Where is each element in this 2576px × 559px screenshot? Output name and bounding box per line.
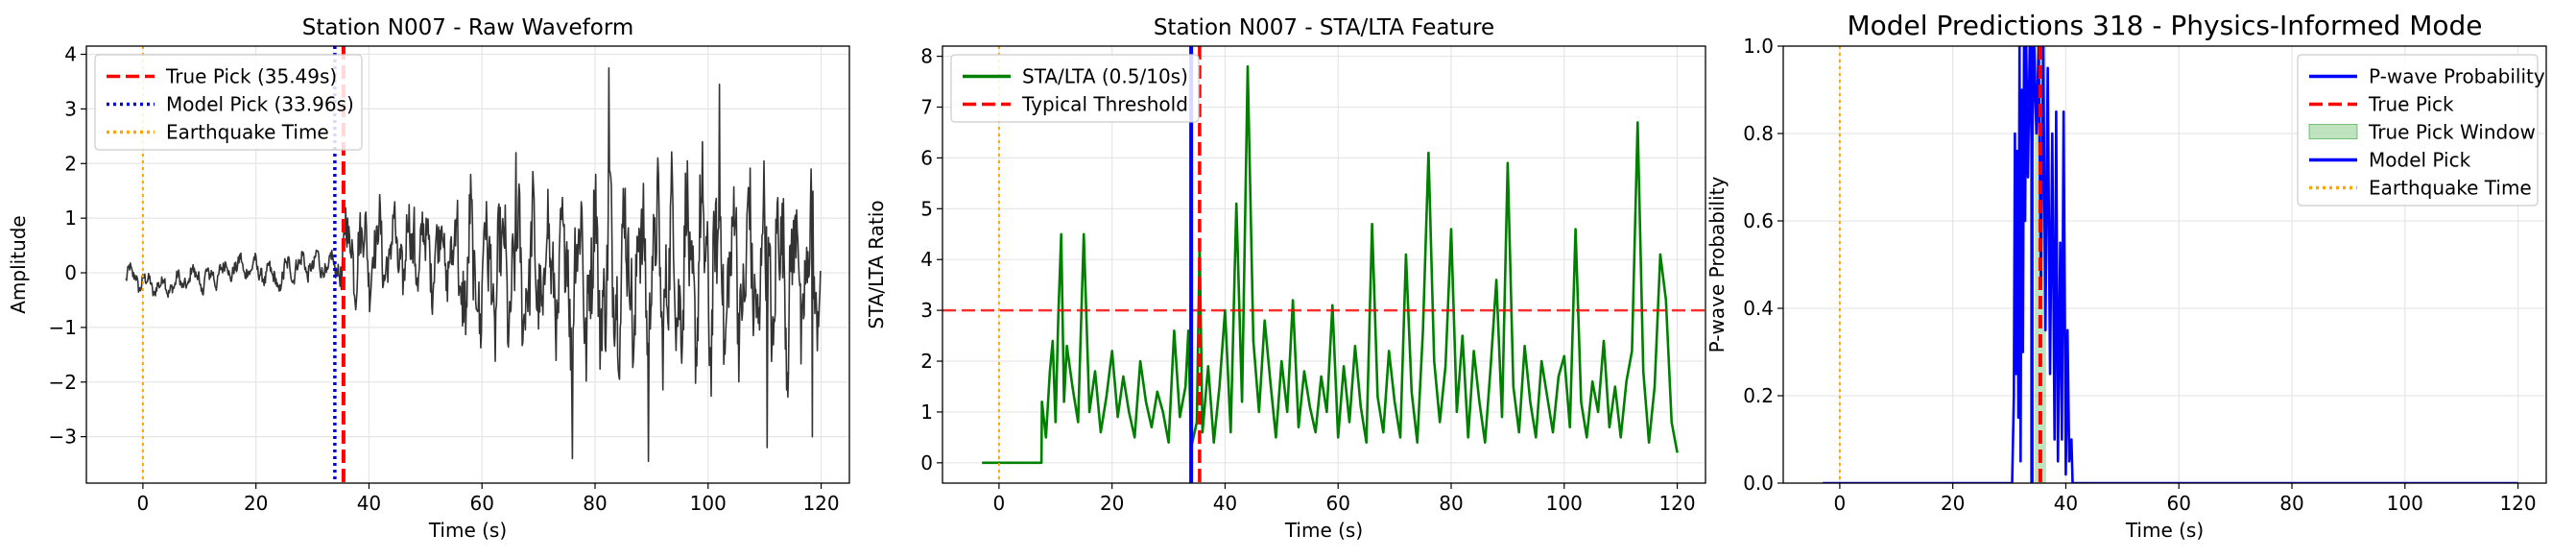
y-tick-label: 0.6 bbox=[1743, 209, 1774, 232]
y-tick-label: 6 bbox=[920, 146, 933, 169]
y-tick-label: 1 bbox=[920, 401, 933, 424]
y-tick-label: 4 bbox=[64, 43, 77, 66]
x-tick-label: 40 bbox=[1213, 492, 1237, 515]
y-tick-label: 8 bbox=[920, 45, 933, 68]
y-tick-label: 2 bbox=[920, 350, 933, 373]
series-line-0 bbox=[125, 67, 822, 463]
axes-frame bbox=[85, 45, 850, 484]
x-tick-label: 20 bbox=[1100, 492, 1124, 515]
x-tick-label: 120 bbox=[2499, 492, 2536, 515]
plot-area bbox=[1823, 46, 2518, 483]
x-tick-label: 120 bbox=[1658, 492, 1695, 515]
legend-label: P-wave Probability bbox=[2369, 65, 2545, 88]
x-tick-label: 60 bbox=[469, 492, 493, 515]
y-tick-label: 3 bbox=[920, 299, 933, 322]
x-tick-label: 100 bbox=[2387, 492, 2423, 515]
y-tick-label: 4 bbox=[920, 248, 933, 271]
y-tick-label: −3 bbox=[49, 425, 77, 449]
y-tick-label: −1 bbox=[49, 316, 77, 339]
legend-label: True Pick bbox=[2368, 93, 2454, 116]
chart-panel-1: 0 20 40 60 80 100 120 0 1 2 3 4 5 6 7 8 Station N007 - S… bbox=[865, 15, 1706, 542]
x-tick-label: 80 bbox=[1439, 492, 1463, 515]
series-line-0 bbox=[982, 64, 1679, 465]
chart-panel-2: 0 20 40 60 80 100 120 0.0 0.2 0.4 0.6 0.8 1.0 Model P… bbox=[1705, 10, 2547, 542]
x-tick-label: 0 bbox=[1834, 492, 1847, 515]
legend-box bbox=[94, 54, 363, 151]
chart-title: Station N007 - STA/LTA Feature bbox=[1154, 15, 1494, 40]
x-tick-label: 60 bbox=[1325, 492, 1349, 515]
x-tick-label: 40 bbox=[357, 492, 381, 515]
legend-label: True Pick Window bbox=[2368, 121, 2536, 144]
legend-label: True Pick (35.49s) bbox=[165, 65, 337, 88]
x-tick-label: 20 bbox=[244, 492, 268, 515]
legend-label: Model Pick bbox=[2369, 149, 2471, 172]
y-tick-label: 3 bbox=[64, 97, 77, 120]
legend-label: Earthquake Time bbox=[2369, 177, 2532, 200]
y-tick-label: 5 bbox=[920, 197, 933, 220]
y-tick-label: −2 bbox=[49, 371, 77, 394]
legend-label: Typical Threshold bbox=[1021, 93, 1188, 116]
x-tick-label: 0 bbox=[137, 492, 150, 515]
legend: True Pick (35.49s) Model Pick (33.96s) Ear… bbox=[94, 54, 363, 151]
y-tick-label: 2 bbox=[64, 152, 77, 175]
legend-label: Model Pick (33.96s) bbox=[166, 93, 354, 116]
axes-frame bbox=[1782, 45, 2547, 484]
x-tick-label: 20 bbox=[1941, 492, 1965, 515]
chart-panel-0: 0 20 40 60 80 100 120 −3 −2 −1 0 1 2 3 4 Station N007 -… bbox=[7, 15, 850, 542]
y-tick-label: 0.4 bbox=[1743, 297, 1774, 320]
x-axis-label: Time (s) bbox=[2125, 519, 2204, 542]
legend-swatch bbox=[2308, 124, 2358, 139]
x-axis-label: Time (s) bbox=[428, 519, 507, 542]
x-tick-label: 0 bbox=[993, 492, 1006, 515]
axes-frame bbox=[942, 45, 1706, 484]
x-tick-label: 100 bbox=[1546, 492, 1583, 515]
chart-title: Model Predictions 318 - Physics-Informed… bbox=[1847, 10, 2482, 41]
chart-title: Station N007 - Raw Waveform bbox=[302, 15, 634, 40]
legend-box bbox=[950, 54, 1200, 123]
y-tick-label: 7 bbox=[920, 95, 933, 118]
legend-label: Earthquake Time bbox=[166, 121, 329, 144]
y-tick-label: 0 bbox=[920, 451, 933, 474]
x-axis-label: Time (s) bbox=[1284, 519, 1363, 542]
x-tick-label: 80 bbox=[2279, 492, 2303, 515]
legend: STA/LTA (0.5/10s) Typical Threshold bbox=[950, 54, 1200, 123]
y-tick-label: 1 bbox=[64, 207, 77, 230]
y-tick-label: 0 bbox=[64, 261, 77, 284]
legend-label: STA/LTA (0.5/10s) bbox=[1022, 65, 1188, 88]
x-tick-label: 120 bbox=[802, 492, 839, 515]
legend: P-wave Probability True Pick True Pick Win… bbox=[2297, 54, 2545, 207]
y-tick-label: 0.2 bbox=[1743, 384, 1774, 407]
y-tick-label: 0.0 bbox=[1743, 472, 1774, 495]
y-axis-label: P-wave Probability bbox=[1705, 177, 1729, 353]
x-tick-label: 40 bbox=[2054, 492, 2078, 515]
y-axis-label: STA/LTA Ratio bbox=[865, 200, 888, 328]
series-line-0 bbox=[1823, 46, 2518, 483]
x-tick-label: 60 bbox=[2166, 492, 2190, 515]
x-tick-label: 100 bbox=[690, 492, 727, 515]
y-tick-label: 0.8 bbox=[1743, 122, 1774, 145]
y-tick-label: 1.0 bbox=[1743, 35, 1774, 58]
x-tick-label: 80 bbox=[583, 492, 607, 515]
legend-box bbox=[2297, 54, 2539, 207]
plot-area bbox=[125, 46, 822, 483]
y-axis-label: Amplitude bbox=[7, 215, 30, 314]
